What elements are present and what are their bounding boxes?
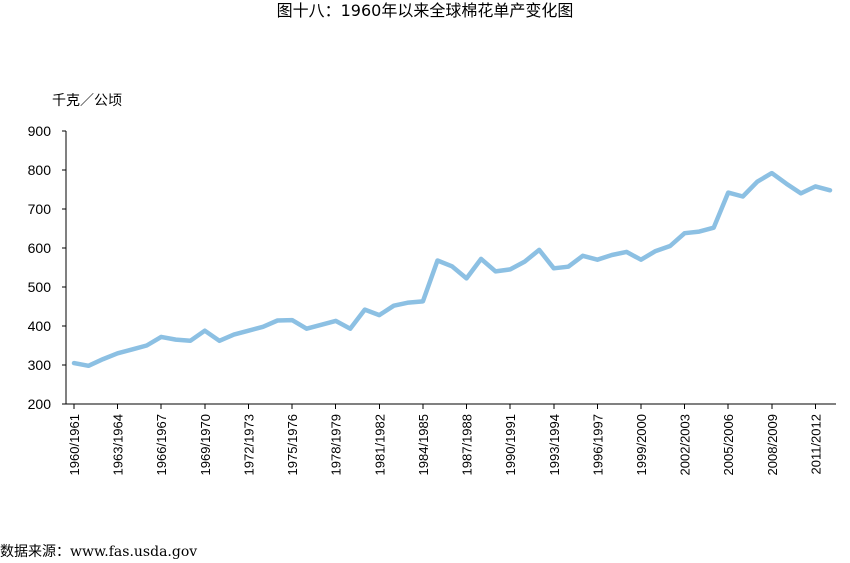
- x-tick-label: 1990/1991: [503, 414, 518, 475]
- y-tick-label: 900: [28, 123, 52, 139]
- x-tick-label: 1978/1979: [329, 414, 344, 475]
- x-tick-label: 1972/1973: [241, 414, 256, 475]
- x-tick-label: 2005/2006: [721, 414, 736, 475]
- yield-series-line: [71, 170, 833, 369]
- y-tick-label: 200: [28, 396, 52, 412]
- x-tick-label: 1996/1997: [590, 414, 605, 475]
- x-tick-label: 1984/1985: [416, 414, 431, 475]
- plot-area: [71, 170, 833, 369]
- chart-title: 图十八：1960年以来全球棉花单产变化图: [277, 1, 574, 20]
- x-tick-label: 1993/1994: [547, 414, 562, 475]
- x-tick-label: 1975/1976: [285, 414, 300, 475]
- x-axis: 1960/1961 1963/1964 1966/1967 1969/1970 1972…: [66, 403, 836, 475]
- x-tick-label: 1999/2000: [634, 414, 649, 475]
- y-tick-label: 500: [28, 279, 52, 295]
- y-tick-label: 800: [28, 162, 52, 178]
- x-tick-label: 1987/1988: [460, 414, 475, 475]
- y-axis-unit-label: 千克／公顷: [52, 93, 122, 109]
- y-tick-label: 400: [28, 318, 52, 334]
- y-tick-label: 300: [28, 357, 52, 373]
- x-tick-label: 1963/1964: [111, 414, 126, 475]
- x-tick-label: 1966/1967: [154, 414, 169, 475]
- x-tick-label: 2011/2012: [808, 414, 823, 475]
- y-tick-label: 700: [28, 201, 52, 217]
- x-tick-label: 1981/1982: [372, 414, 387, 475]
- x-tick-label: 1969/1970: [198, 414, 213, 475]
- x-tick-label: 2002/2003: [678, 414, 693, 475]
- x-tick-label: 2008/2009: [765, 414, 780, 475]
- y-axis: 200 300 400 500 600 700 800 900: [28, 123, 67, 412]
- data-source-note: 数据来源：www.fas.usda.gov: [0, 544, 197, 560]
- y-tick-label: 600: [28, 240, 52, 256]
- x-tick-label: 1960/1961: [67, 414, 82, 475]
